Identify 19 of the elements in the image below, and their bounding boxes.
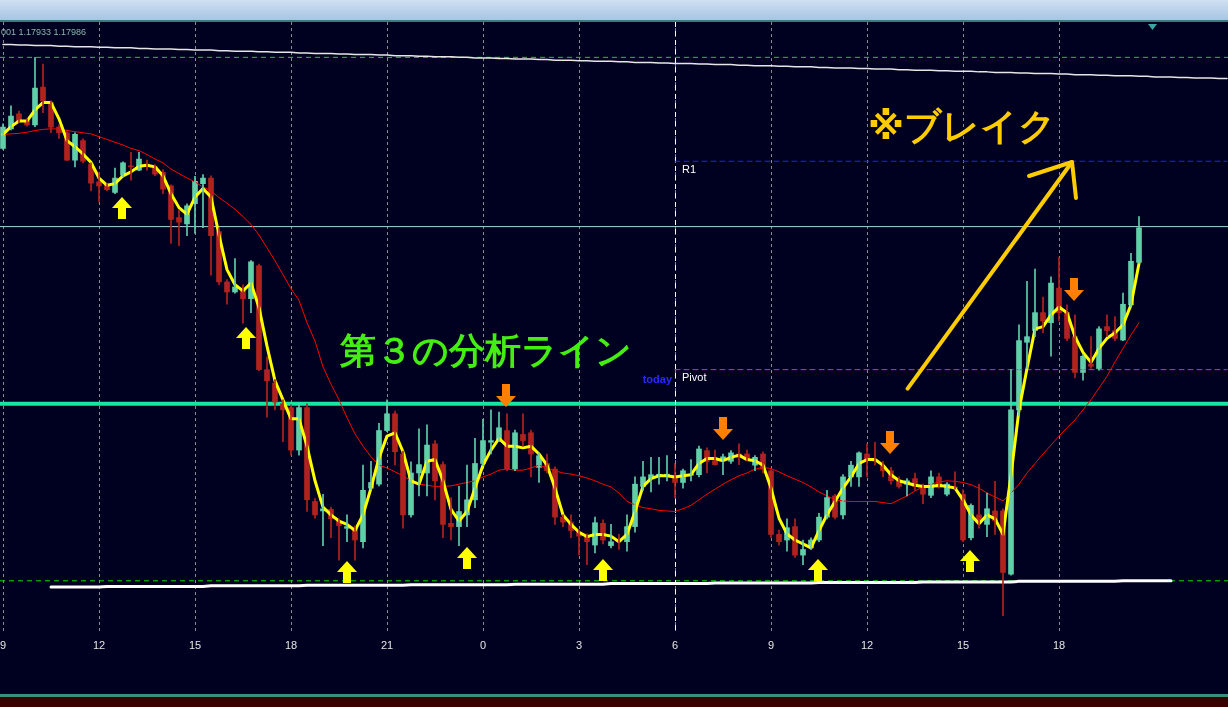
x-tick-label: 9 [767,638,775,651]
ref-line-label: today [642,373,673,385]
x-tick-label: 18 [1052,638,1066,651]
series-label: Pivot [682,371,707,384]
annotation: ※ブレイク [868,104,1056,148]
candlestick [488,409,494,455]
x-tick-label: 15 [188,638,202,651]
x-tick-label: 21 [380,638,394,651]
x-tick-label: 15 [956,638,970,651]
x-tick-label: 3 [575,638,583,651]
ref-line-label: 第３の分析ライン [339,330,633,372]
x-tick-label: 12 [860,638,874,651]
x-tick-label: 18 [284,638,298,651]
x-tick-label: 9 [0,638,7,651]
text: 001 1.17933 1.17986 [1,27,87,38]
x-tick-label: 6 [671,638,679,651]
series-label: R1 [682,162,697,175]
x-tick-label: 0 [479,638,487,651]
x-tick-label: 12 [92,638,106,651]
